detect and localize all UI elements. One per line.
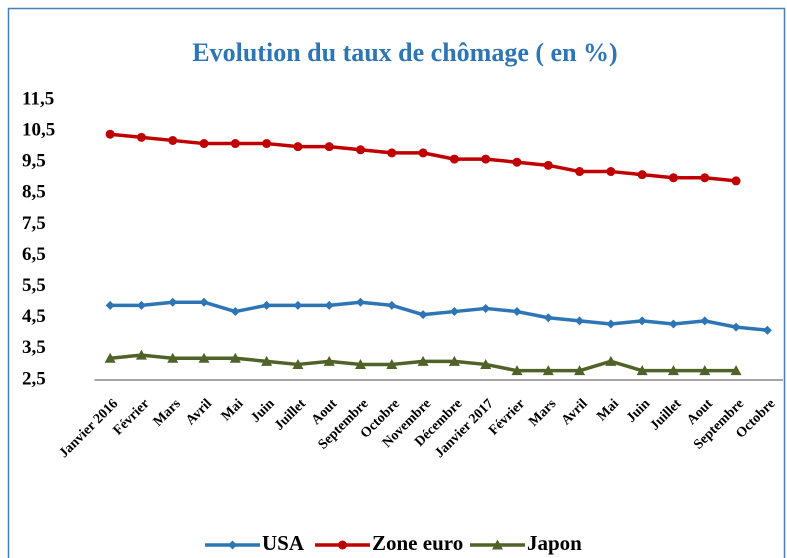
data-point [606,167,616,177]
data-point [574,365,586,376]
y-tick-label: 3,5 [22,337,46,358]
data-point [637,316,647,326]
data-point [605,355,617,366]
data-point [606,319,616,329]
y-tick-label: 9,5 [22,151,46,172]
data-point [199,297,209,307]
data-point [135,349,147,360]
data-point [637,170,647,180]
data-point [199,139,209,149]
data-point [293,142,303,152]
data-point [449,307,459,317]
data-point [386,358,398,369]
legend-marker [338,540,347,550]
y-tick-label: 2,5 [22,368,46,389]
data-point [387,300,397,310]
data-point [480,358,492,369]
data-point [230,307,240,317]
y-tick-label: 4,5 [22,306,46,327]
data-point [136,300,146,310]
data-point [262,139,272,149]
data-point [543,160,553,170]
data-point [292,358,304,369]
y-tick-label: 11,5 [22,88,54,109]
data-point [230,139,240,149]
data-point [198,352,210,363]
data-point [575,316,585,326]
data-point [700,316,710,326]
legend-marker [228,540,237,550]
data-point [168,135,178,145]
data-point [168,297,178,307]
data-point [136,132,146,142]
data-point [667,365,679,376]
data-point [481,154,491,164]
y-tick-label: 5,5 [22,275,46,296]
y-tick-label: 10,5 [22,119,55,140]
data-point [355,358,367,369]
data-point [481,303,491,313]
data-point [448,355,460,366]
legend-label: Japon [527,531,582,555]
data-point [261,355,273,366]
series-line [110,300,768,332]
data-point [449,154,459,164]
data-point [105,300,115,310]
legend-label: USA [262,531,305,555]
y-tick-label: 7,5 [22,213,46,234]
data-point [699,365,711,376]
legend-label: Zone euro [372,531,463,555]
data-point [575,167,585,177]
data-point [167,352,179,363]
data-point [417,355,429,366]
data-point [731,322,741,332]
data-point [324,300,334,310]
legend-marker [492,539,503,550]
data-point [105,129,115,139]
data-point [356,297,366,307]
data-point [730,365,742,376]
data-point [511,365,523,376]
data-point [104,352,116,363]
data-point [387,148,397,158]
data-point [700,173,710,183]
data-point [418,310,428,320]
data-point [356,145,366,155]
data-point [668,173,678,183]
data-point [418,148,428,158]
data-point [324,142,334,152]
data-point [323,355,335,366]
data-point [262,300,272,310]
data-point [542,365,554,376]
data-point [229,352,241,363]
data-point [762,325,772,335]
data-point [636,365,648,376]
data-point [731,176,741,186]
data-point [512,157,522,167]
chart-title: Evolution du taux de chômage ( en %) [192,38,617,67]
data-point [543,313,553,323]
data-point [293,300,303,310]
data-point [512,307,522,317]
y-tick-label: 8,5 [22,182,46,203]
y-tick-label: 6,5 [22,244,46,265]
data-point [668,319,678,329]
chart-frame [7,7,786,558]
